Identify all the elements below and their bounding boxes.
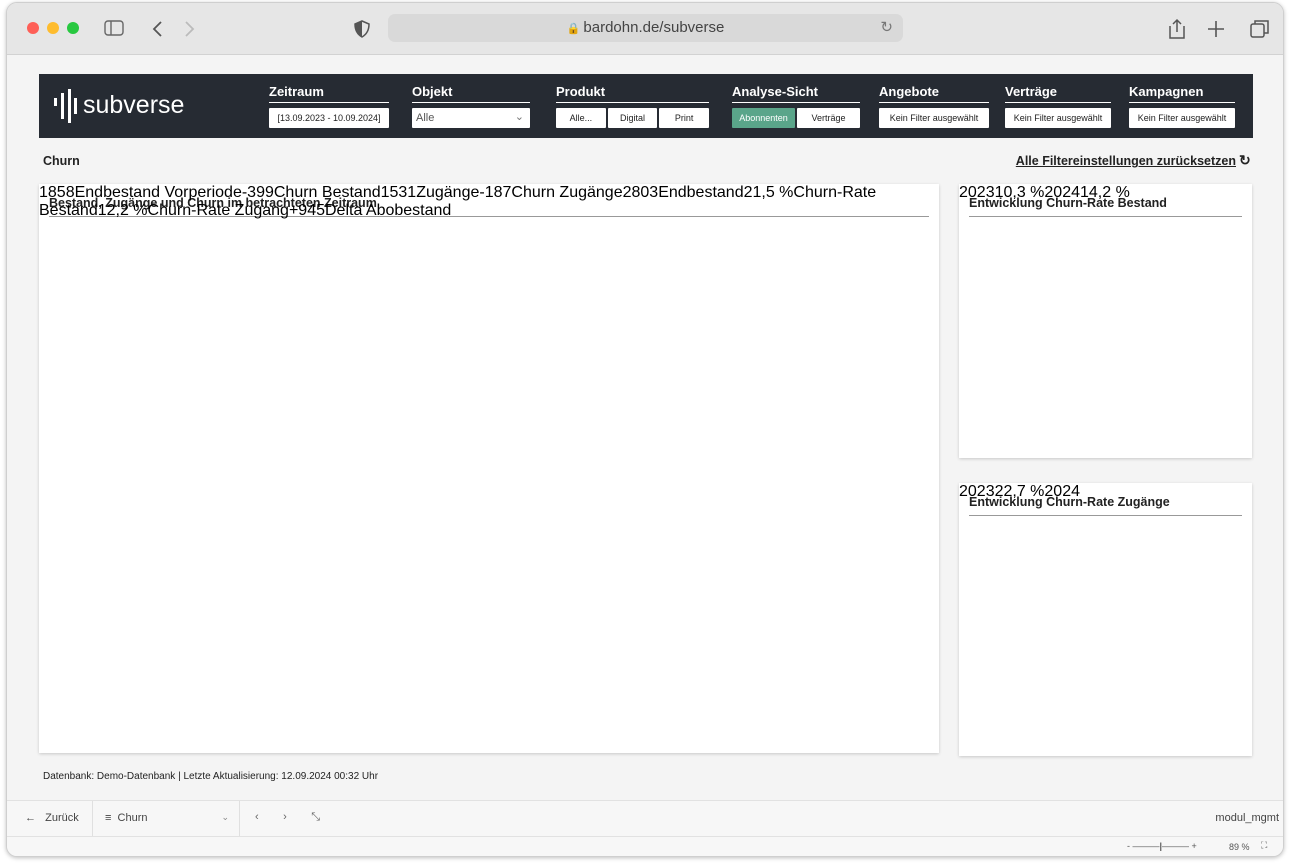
filter-group: Kampagnen Kein Filter ausgewählt: [1129, 84, 1235, 128]
view-label: Churn: [117, 812, 148, 824]
filter-button[interactable]: Digital: [607, 108, 658, 128]
category-label: Churn Bestand: [273, 184, 381, 201]
kpi-label: Churn-Rate Zugang: [147, 202, 289, 219]
nav-icons[interactable]: [103, 19, 203, 39]
filter-label: Kampagnen: [1129, 84, 1235, 103]
back-label: Zurück: [45, 812, 79, 824]
footer-note: Datenbank: Demo-Datenbank | Letzte Aktua…: [43, 771, 379, 782]
browser-window: 🔒 bardohn.de/subverse ↻ subverse Zeitraum…: [6, 2, 1284, 857]
filter-group: Produkt Alle... Digital Print: [556, 84, 710, 128]
filter-group: Objekt Alle ⌄: [412, 84, 530, 128]
logo-text: subverse: [83, 91, 185, 119]
filter-label: Produkt: [556, 84, 709, 103]
value-label: 10,3 %: [994, 184, 1045, 201]
waterfall-card: Bestand, Zugänge und Churn im betrachtet…: [39, 184, 939, 753]
page-title: Churn: [43, 154, 80, 168]
status-bar: - ———|——— + 89 % ⛶: [7, 836, 1283, 856]
page-nav[interactable]: ‹ › ⤡: [255, 811, 321, 823]
view-select[interactable]: ≡ Churn ⌄: [105, 812, 229, 824]
bar-card: Entwicklung Churn-Rate Zugänge 202322,7 %…: [959, 483, 1252, 756]
value-label: 1858: [39, 184, 75, 201]
filter-field[interactable]: Kein Filter ausgewählt: [1129, 108, 1235, 128]
close-button[interactable]: [27, 22, 39, 34]
filter-label: Verträge: [1005, 84, 1111, 103]
dropdown[interactable]: Alle: [412, 108, 530, 128]
toolbar-actions[interactable]: [1165, 17, 1275, 41]
title-rule: [969, 216, 1242, 217]
minimize-button[interactable]: [47, 22, 59, 34]
reset-link[interactable]: Alle Filtereinstellungen zurücksetzen: [1015, 154, 1236, 168]
category-label: Churn Zugänge: [511, 184, 623, 201]
filter-field[interactable]: [13.09.2023 - 10.09.2024]: [269, 108, 389, 128]
filter-button[interactable]: Print: [659, 108, 710, 128]
shield-icon[interactable]: [353, 19, 371, 39]
value-label: -399: [241, 184, 274, 201]
category-label: Endbestand Vorperiode: [74, 184, 242, 201]
button-group: Abonnenten Verträge: [732, 108, 860, 128]
value-label: -187: [479, 184, 512, 201]
reload-icon[interactable]: ↻: [880, 19, 893, 36]
category-label: Endbestand: [658, 184, 744, 201]
chart: 202322,7 %2024: [959, 483, 1080, 501]
kpi-value: 21,5 %: [743, 184, 794, 201]
filter-field[interactable]: Kein Filter ausgewählt: [1005, 108, 1111, 128]
reset-icon[interactable]: ↻: [1239, 152, 1251, 168]
filter-label: Analyse-Sicht: [732, 84, 860, 103]
url-text: bardohn.de/subverse: [583, 19, 725, 36]
module-name: modul_mgmt: [1215, 812, 1279, 824]
x-tick-label: 2024: [1044, 483, 1080, 500]
chart-title: Entwicklung Churn-Rate Bestand: [969, 196, 1167, 210]
kpi-label: Churn-Rate Bestand: [39, 184, 877, 219]
filter-field[interactable]: Kein Filter ausgewählt: [879, 108, 989, 128]
value-label: 1531: [380, 184, 417, 201]
divider: [92, 801, 93, 837]
filter-group: Zeitraum [13.09.2023 - 10.09.2024]: [269, 84, 389, 128]
category-label: Zugänge: [416, 184, 480, 201]
title-rule: [49, 216, 929, 217]
title-rule: [969, 515, 1242, 516]
browser-toolbar: 🔒 bardohn.de/subverse ↻: [7, 3, 1283, 55]
filter-group: Verträge Kein Filter ausgewählt: [1005, 84, 1111, 128]
app-header: subverse Zeitraum [13.09.2023 - 10.09.202…: [39, 74, 1253, 138]
filter-button[interactable]: Verträge: [797, 108, 860, 128]
button-group: Alle... Digital Print: [556, 108, 710, 128]
kpi-value: +945: [288, 202, 325, 219]
x-tick-label: 2024: [1044, 184, 1080, 201]
dropdown-arrow: ⌄: [514, 111, 524, 123]
chart: 1858Endbestand Vorperiode-399Churn Besta…: [39, 184, 939, 220]
address-bar[interactable]: 🔒 bardohn.de/subverse ↻: [388, 14, 903, 42]
zoom-slider[interactable]: - ———|——— +: [1127, 841, 1197, 851]
filter-label: Zeitraum: [269, 84, 389, 103]
filter-group: Analyse-Sicht Abonnenten Verträge: [732, 84, 860, 128]
value-label: 2803: [622, 184, 659, 201]
back-button[interactable]: ← Zurück: [25, 812, 79, 824]
x-tick-label: 2023: [959, 184, 995, 201]
filter-group: Angebote Kein Filter ausgewählt: [879, 84, 989, 128]
kpi-label: Delta Abobestand: [325, 202, 452, 219]
fit-icon[interactable]: ⛶: [1261, 840, 1268, 850]
chart: 202310,3 %202414,2 %: [959, 184, 1130, 202]
bar-card: Entwicklung Churn-Rate Bestand 202310,3 %…: [959, 184, 1252, 458]
bottom-bar: ← Zurück ≡ Churn ⌄ ‹ › ⤡ modul_mgmt: [7, 800, 1283, 837]
value-label: 14,2 %: [1080, 184, 1130, 201]
value-label: 22,7 %: [994, 483, 1045, 500]
divider: [239, 801, 240, 837]
zoom-button[interactable]: [67, 22, 79, 34]
filter-button[interactable]: Abonnenten: [732, 108, 795, 128]
kpi-value: 12,2 %: [97, 202, 148, 219]
x-tick-label: 2023: [959, 483, 995, 500]
filter-button[interactable]: Alle...: [556, 108, 606, 128]
chart-title: Entwicklung Churn-Rate Zugänge: [969, 495, 1170, 509]
filter-label: Angebote: [879, 84, 989, 103]
zoom-level: 89 %: [1229, 842, 1250, 852]
filter-label: Objekt: [412, 84, 530, 103]
chart-title: Bestand, Zugänge und Churn im betrachtet…: [49, 196, 377, 210]
logo-icon: [54, 89, 77, 123]
